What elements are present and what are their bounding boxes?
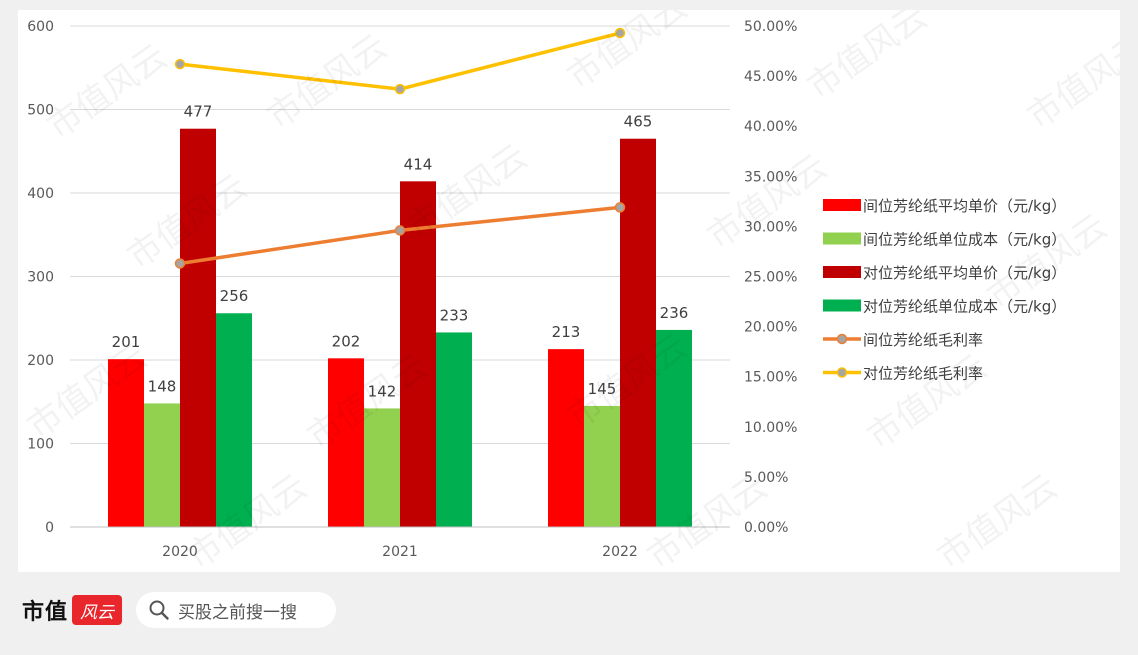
y-right-tick-label: 15.00% [744,370,797,386]
x-tick-label: 2021 [382,544,418,560]
y-right-tick-label: 5.00% [744,470,788,486]
y-left-tick-label: 300 [27,270,54,286]
legend-label: 对位芳纶纸平均单价（元/kg） [863,264,1066,282]
legend-swatch-marker [836,367,848,378]
y-right-tick-label: 25.00% [744,270,797,286]
watermark: 市值风云 [930,467,1064,572]
legend-label: 间位芳纶纸平均单价（元/kg） [863,197,1066,215]
bar [620,138,656,527]
legend-swatch [823,199,861,211]
y-right-tick-label: 20.00% [744,320,797,336]
legend-swatch-marker [836,333,848,345]
y-right-tick-label: 0.00% [744,520,788,536]
legend-label: 间位芳纶纸毛利率 [863,331,983,349]
y-left-tick-label: 0 [45,520,54,536]
bar [108,359,144,527]
data-label: 142 [368,382,397,400]
y-left-tick-label: 500 [27,103,54,119]
legend-swatch [823,232,861,245]
y-left-tick-label: 100 [27,437,54,453]
bar [328,358,364,527]
data-label: 414 [404,155,433,173]
bar [180,128,216,527]
y-right-tick-label: 35.00% [744,169,797,185]
bar [548,349,584,527]
legend-swatch [823,266,861,278]
bar [584,405,620,527]
y-right-tick-label: 50.00% [744,19,797,35]
line-point [174,258,186,269]
search-box[interactable]: 买股之前搜一搜 [136,592,337,628]
footer: 市值 风云 买股之前搜一搜 [18,583,1120,637]
search-icon [149,600,169,620]
line-point [174,58,186,70]
y-left-tick-label: 400 [27,186,54,202]
data-label: 145 [588,380,617,398]
data-label: 256 [220,287,249,305]
line-point [614,27,626,39]
bar [144,403,180,527]
data-label: 213 [552,323,581,341]
x-tick-label: 2022 [602,544,638,560]
series-line [179,31,621,91]
watermark: 市值风云 [40,37,174,148]
combo-chart: 201 202 213 148 142 145 477 414 465 256 233 236 0 10… [20,0,1138,577]
line-point [394,225,406,236]
watermark: 市值风云 [700,147,834,258]
data-label: 148 [148,377,177,395]
watermark: 市值风云 [260,27,394,138]
y-right-tick-label: 45.00% [744,69,797,85]
legend-label: 对位芳纶纸毛利率 [863,365,983,383]
bar [216,313,252,527]
data-label: 236 [660,304,689,322]
legend-label: 间位芳纶纸单位成本（元/kg） [863,231,1066,249]
data-label: 465 [624,113,653,131]
y-right-tick-label: 40.00% [744,119,797,135]
brand-badge: 风云 [72,595,123,625]
y-right-tick-label: 30.00% [744,219,797,235]
search-placeholder: 买股之前搜一搜 [178,602,298,623]
data-label: 202 [332,332,361,350]
line-point [614,202,626,213]
legend-label: 对位芳纶纸单位成本（元/kg） [863,298,1066,316]
line-point [394,83,406,95]
y-left-tick-label: 600 [27,19,54,35]
bar [400,181,436,527]
brand-name: 市值 [22,599,69,625]
data-label: 233 [440,306,469,324]
x-tick-label: 2020 [162,544,198,560]
watermark: 市值风云 [1020,27,1120,138]
chart-card: 201 202 213 148 142 145 477 414 465 256 233 236 0 10… [18,0,1138,577]
legend-swatch [823,299,861,312]
watermark: 市值风云 [800,10,934,107]
watermark: 市值风云 [560,10,694,97]
bar [656,329,692,527]
data-label: 477 [184,103,213,121]
bar [364,408,400,527]
bar [436,332,472,527]
brand-logo[interactable]: 市值 风云 [22,594,123,626]
data-label: 201 [112,333,141,351]
watermark: 市值风云 [860,347,994,458]
y-left-tick-label: 200 [27,353,54,369]
y-right-tick-label: 10.00% [744,420,797,436]
